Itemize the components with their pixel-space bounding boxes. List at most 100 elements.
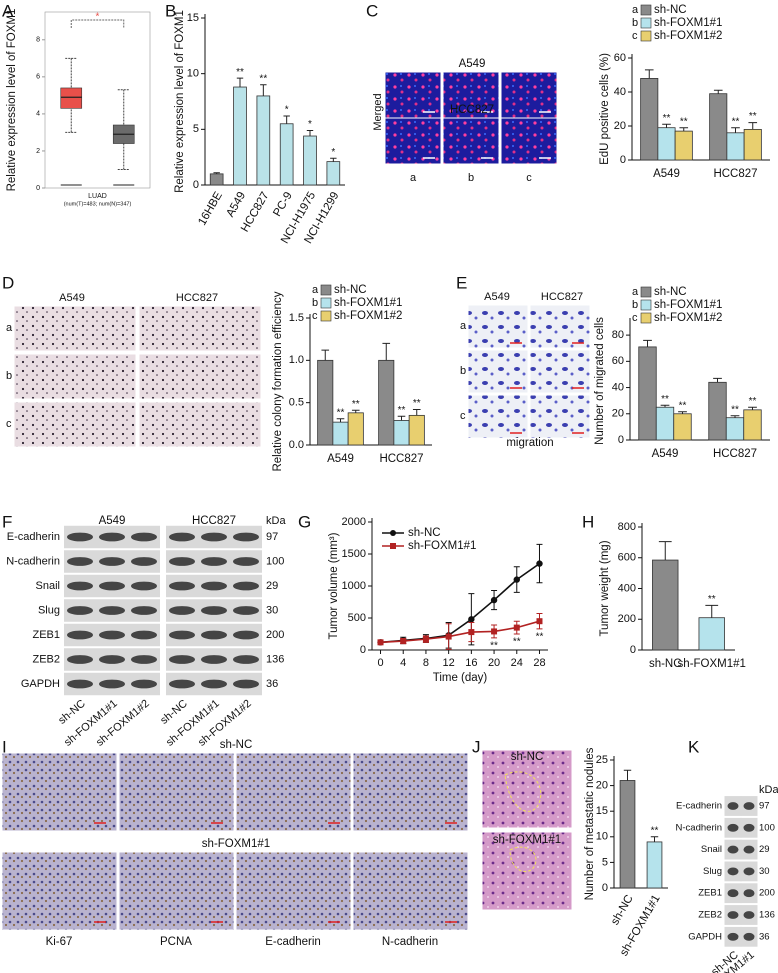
x-tick-label: 12 <box>443 657 455 669</box>
significance: ** <box>236 67 244 78</box>
legend-key: b <box>312 297 318 309</box>
x-tick-label: 28 <box>533 657 545 669</box>
series-line <box>380 620 540 644</box>
y-axis-label: Relative expression level of FOXM1 <box>174 10 186 193</box>
blot-band <box>727 867 739 876</box>
blot-band <box>233 679 259 689</box>
bar <box>209 173 224 186</box>
kda-label: 200 <box>266 629 284 641</box>
y-tick-label: 0 <box>36 185 40 192</box>
blot-band <box>233 532 259 542</box>
kda-label: 97 <box>266 531 278 543</box>
unit-label: kDa <box>759 784 778 796</box>
error-bar <box>679 127 689 132</box>
legend-label: sh-NC <box>654 286 687 298</box>
blot-band <box>169 630 195 640</box>
bar <box>408 414 425 446</box>
significance: ** <box>749 111 757 122</box>
y-tick-label: 60 <box>612 355 624 367</box>
legend-label: sh-NC <box>334 284 367 296</box>
blot-band <box>99 606 125 615</box>
error-bar <box>397 415 406 421</box>
y-tick-label: 0 <box>193 179 199 191</box>
blot-band <box>131 581 157 591</box>
protein-label: ZEB1 <box>698 888 722 899</box>
significance: ** <box>731 404 739 415</box>
y-axis-label: EdU positive cells (%) <box>599 53 611 165</box>
bar <box>646 841 663 889</box>
significance: ** <box>661 394 669 405</box>
kda-label: 200 <box>759 888 775 899</box>
error-bar <box>306 129 314 137</box>
y-tick-label: 8 <box>36 37 40 44</box>
blot-band <box>99 581 125 591</box>
legend-label: sh-FOXM1#1 <box>408 540 476 552</box>
error-bar <box>643 339 652 347</box>
blot-band <box>727 889 739 898</box>
legend-marker <box>390 530 396 536</box>
blot-band <box>233 557 259 566</box>
error-bar <box>748 122 758 130</box>
micrograph <box>235 752 352 832</box>
micrograph <box>138 305 262 352</box>
y-tick-label: 2 <box>36 148 40 155</box>
y-tick-label: 4 <box>36 111 40 118</box>
significance: ** <box>490 640 498 651</box>
error-bar <box>748 406 757 410</box>
x-tick-label: A549 <box>327 453 354 465</box>
protein-label: E-cadherin <box>7 531 60 543</box>
micrograph <box>352 851 469 931</box>
y-tick-label: 0 <box>630 644 636 656</box>
micrograph <box>138 401 262 448</box>
micrograph <box>235 851 352 931</box>
blot-band <box>67 557 93 566</box>
row-label: sh-FOXM1#1 <box>493 834 561 846</box>
significance: ** <box>663 113 671 124</box>
bar <box>674 130 693 161</box>
column-label: b <box>468 172 474 184</box>
protein-label: ZEB2 <box>32 653 60 665</box>
row-label: sh-FOXM1#1 <box>202 838 270 850</box>
micrograph <box>138 353 262 400</box>
error-bar <box>650 836 659 842</box>
bar <box>638 346 657 441</box>
error-bar <box>678 411 687 414</box>
panel-label: K <box>688 737 700 756</box>
kda-label: 30 <box>266 604 278 616</box>
blot-band <box>201 655 227 664</box>
kda-label: 36 <box>266 678 278 690</box>
protein-label: ZEB1 <box>32 629 60 641</box>
y-tick-label: 0 <box>620 154 626 166</box>
blot-band <box>169 655 195 664</box>
panel-label: E <box>456 273 467 292</box>
legend-key: a <box>312 284 319 296</box>
y-tick-label: 6 <box>36 74 40 81</box>
blot-band <box>67 679 93 689</box>
kda-label: 36 <box>759 931 770 942</box>
x-tick-label: 16HBE <box>196 190 225 228</box>
marker <box>513 624 520 631</box>
bar <box>709 93 728 161</box>
marker <box>468 616 475 623</box>
legend-swatch <box>320 297 332 309</box>
column-label: c <box>526 172 532 184</box>
column-label: N-cadherin <box>382 936 438 948</box>
blot-band <box>233 630 259 640</box>
marker <box>468 629 475 636</box>
marker <box>491 628 498 635</box>
bar <box>708 381 727 441</box>
y-tick-label: 15 <box>596 805 608 817</box>
significance: ** <box>259 73 267 84</box>
micrograph <box>481 831 573 911</box>
legend-key: b <box>632 299 638 311</box>
y-axis-label: Tumor volume (mm³) <box>328 532 340 639</box>
legend-swatch <box>640 4 652 16</box>
y-tick-label: 1500 <box>342 548 366 560</box>
panel-label: D <box>2 273 14 292</box>
x-tick-label: PC-9 <box>271 190 294 219</box>
blot-band <box>67 532 93 542</box>
x-tick-label: A549 <box>653 168 680 180</box>
significance: * <box>96 12 100 23</box>
protein-label: Snail <box>36 580 60 592</box>
error-bar <box>213 172 220 174</box>
